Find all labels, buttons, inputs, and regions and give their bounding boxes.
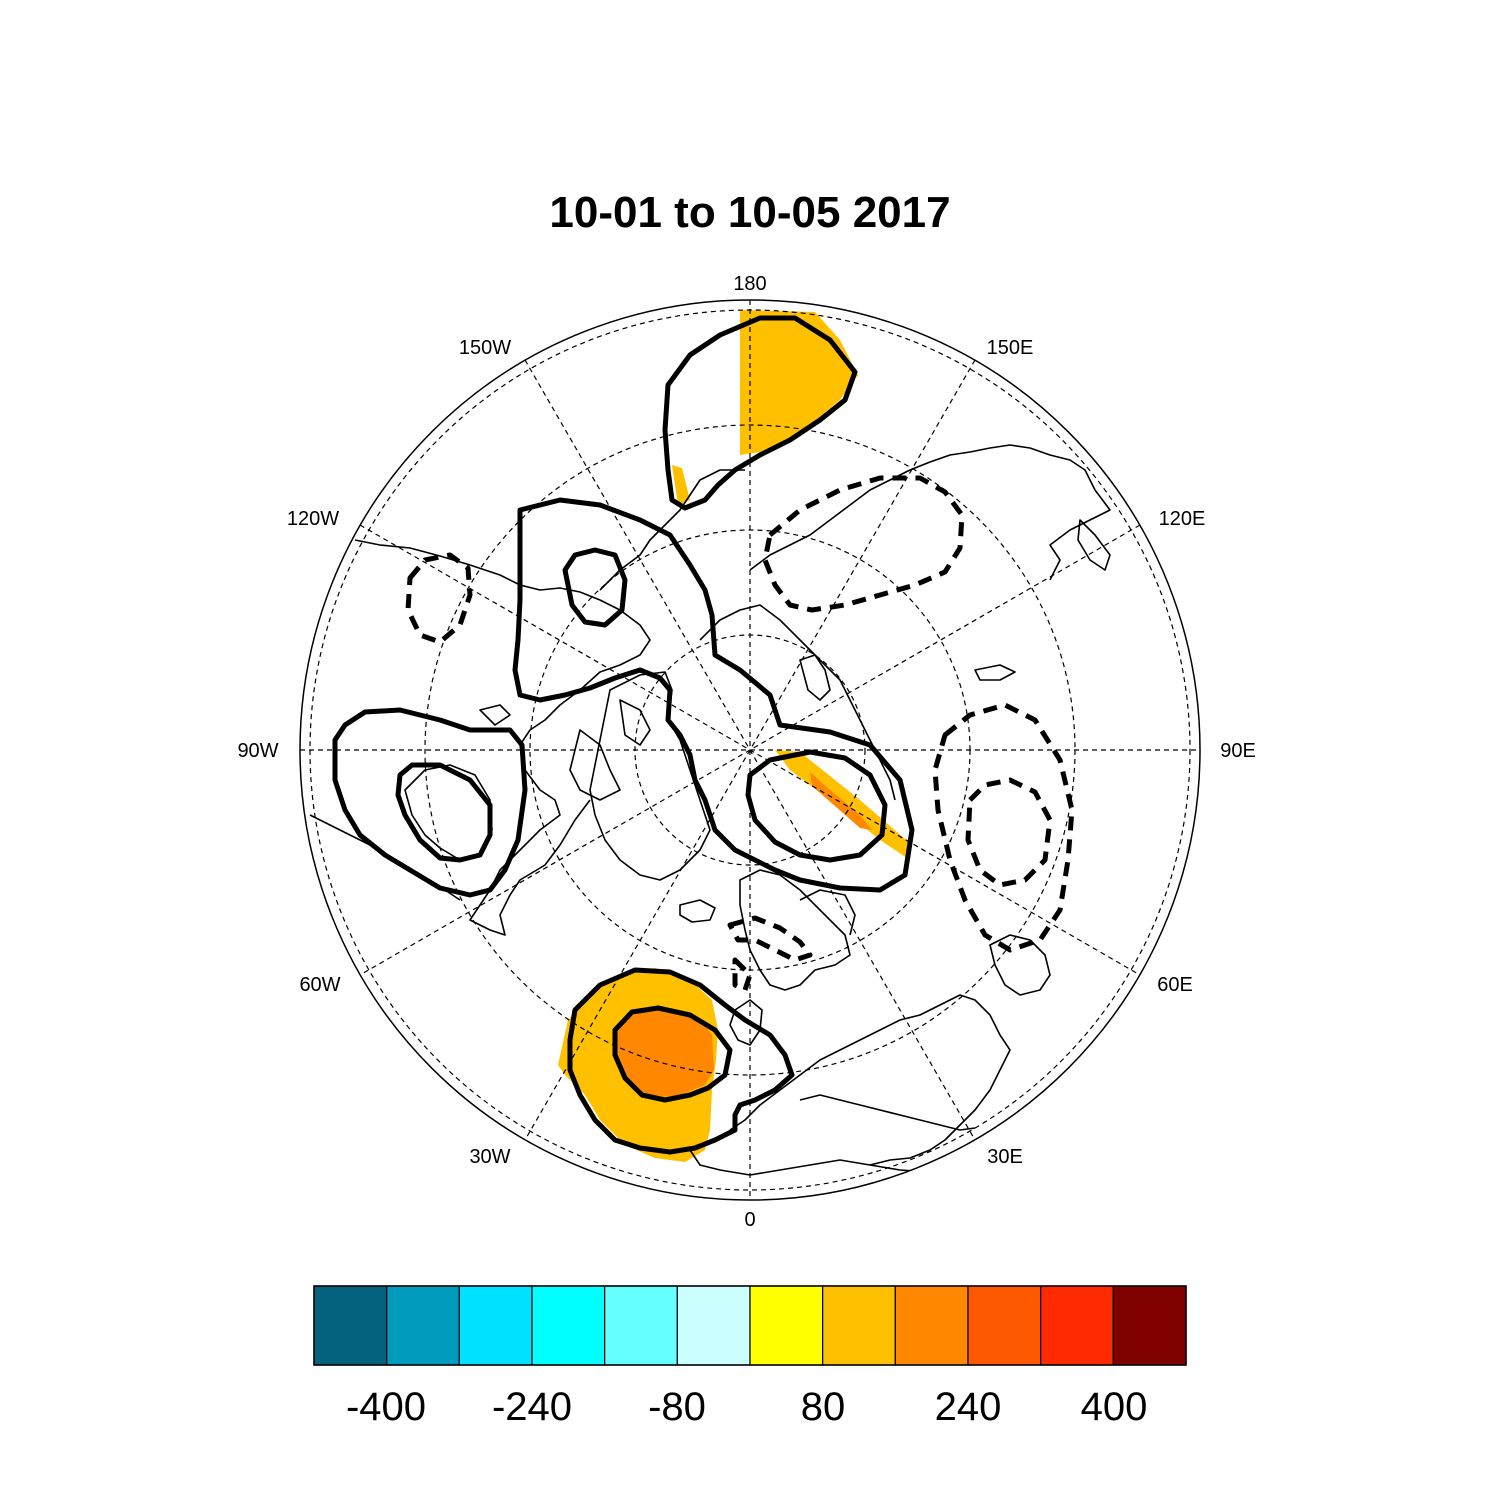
colorbar-swatch (676, 1285, 751, 1366)
contour-atlantic-outer (567, 967, 795, 1155)
anomaly-fill-pacific (740, 310, 858, 455)
lon-label-180: 180 (733, 273, 766, 295)
contour-neg-scandinavia (727, 915, 813, 993)
lon-label-90w: 90W (237, 740, 278, 762)
coast-siberia (749, 444, 1111, 581)
lon-label-120e: 120E (1159, 508, 1206, 530)
lon-label-30w: 30W (469, 1146, 510, 1168)
anomaly-fill-atlantic-core (612, 1008, 714, 1098)
anomaly-fill-pacific-small (672, 465, 690, 505)
colorbar-swatch (749, 1285, 824, 1366)
coast-alaska (599, 469, 745, 591)
map-title: 10-01 to 10-05 2017 (549, 188, 951, 237)
lon-label-90e: 90E (1220, 740, 1256, 762)
colorbar-swatch (604, 1285, 678, 1366)
coast-mediterranean (799, 1094, 976, 1131)
coast-uk (729, 999, 763, 1046)
anomaly-shading (558, 310, 912, 1162)
colorbar-tick-label: 400 (1081, 1385, 1148, 1429)
coast-japan (1077, 519, 1111, 571)
contour-canada-inner (395, 762, 493, 863)
colorbar-tick-label: 240 (935, 1385, 1002, 1429)
lon-label-60e: 60E (1157, 974, 1193, 996)
coast-scandinavia (739, 869, 851, 991)
contour-pacific (662, 315, 858, 511)
anomaly-fill-siberia-core (810, 772, 872, 830)
colorbar-tick-label: -240 (492, 1385, 572, 1429)
coast-hudson-bay (404, 764, 493, 861)
colorbar-swatch (967, 1285, 1042, 1366)
coast-black-caspian (989, 934, 1051, 996)
contours (332, 315, 1075, 1155)
contour-alaska-inner (562, 547, 628, 628)
coast-arctic-islands (479, 699, 651, 801)
colorbar-swatch (1040, 1285, 1114, 1366)
graticule (300, 300, 1200, 1200)
coast-novaya-zemlya (799, 654, 831, 701)
lon-label-150w: 150W (459, 337, 511, 359)
colorbar-swatch (531, 1285, 606, 1366)
contour-alaska-outer (512, 497, 915, 893)
contour-siberia-inner (745, 749, 888, 863)
contour-neg-asia-inner (965, 777, 1053, 888)
contour-atlantic-inner (612, 1005, 733, 1103)
coast-north-america (354, 539, 651, 936)
colorbar-swatch (313, 1285, 388, 1366)
contour-neg-siberia (762, 475, 965, 613)
colorbar-tick-label: -80 (648, 1385, 706, 1429)
colorbar-swatch (894, 1285, 969, 1366)
coast-north-africa (689, 1149, 931, 1176)
coast-asia-lake (974, 664, 1016, 681)
lon-label-60w: 60W (299, 974, 340, 996)
colorbar-swatch (458, 1285, 533, 1366)
colorbar-frame (313, 1285, 1187, 1366)
colorbar-swatch (822, 1285, 896, 1366)
colorbar-tick-label: -400 (346, 1385, 426, 1429)
coast-europe (729, 994, 1011, 1166)
lon-label-120w: 120W (287, 508, 339, 530)
contour-neg-canada-west (405, 552, 473, 645)
coast-baltic (799, 889, 856, 936)
colorbar-swatch (386, 1285, 460, 1366)
colorbar: -400 -240 -80 80 240 400 (313, 1285, 1187, 1429)
lon-label-150e: 150E (987, 337, 1034, 359)
lon-label-0: 0 (744, 1209, 755, 1231)
longitude-labels: 180 150E 120E 90E 60E 30E 0 30W 60W 90W … (237, 273, 1255, 1231)
colorbar-swatch (1112, 1285, 1187, 1366)
lon-label-30e: 30E (987, 1146, 1023, 1168)
coast-iceland (679, 899, 716, 923)
contour-canada-outer (332, 707, 528, 898)
map-boundary (299, 299, 1201, 1201)
contour-neg-asia-outer (932, 702, 1075, 953)
colorbar-tick-label: 80 (801, 1385, 846, 1429)
